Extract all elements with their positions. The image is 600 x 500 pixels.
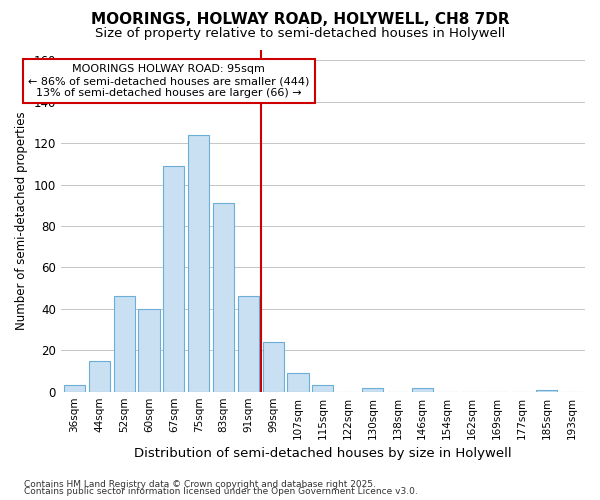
- Text: MOORINGS, HOLWAY ROAD, HOLYWELL, CH8 7DR: MOORINGS, HOLWAY ROAD, HOLYWELL, CH8 7DR: [91, 12, 509, 28]
- X-axis label: Distribution of semi-detached houses by size in Holywell: Distribution of semi-detached houses by …: [134, 447, 512, 460]
- Bar: [287, 373, 308, 392]
- Bar: [412, 388, 433, 392]
- Bar: [139, 309, 160, 392]
- Bar: [313, 386, 334, 392]
- Text: Contains HM Land Registry data © Crown copyright and database right 2025.: Contains HM Land Registry data © Crown c…: [24, 480, 376, 489]
- Bar: [263, 342, 284, 392]
- Text: Size of property relative to semi-detached houses in Holywell: Size of property relative to semi-detach…: [95, 28, 505, 40]
- Bar: [89, 360, 110, 392]
- Text: Contains public sector information licensed under the Open Government Licence v3: Contains public sector information licen…: [24, 487, 418, 496]
- Text: MOORINGS HOLWAY ROAD: 95sqm
← 86% of semi-detached houses are smaller (444)
13% : MOORINGS HOLWAY ROAD: 95sqm ← 86% of sem…: [28, 64, 310, 98]
- Bar: [163, 166, 184, 392]
- Bar: [188, 135, 209, 392]
- Y-axis label: Number of semi-detached properties: Number of semi-detached properties: [15, 112, 28, 330]
- Bar: [64, 386, 85, 392]
- Bar: [362, 388, 383, 392]
- Bar: [213, 203, 234, 392]
- Bar: [238, 296, 259, 392]
- Bar: [113, 296, 135, 392]
- Bar: [536, 390, 557, 392]
